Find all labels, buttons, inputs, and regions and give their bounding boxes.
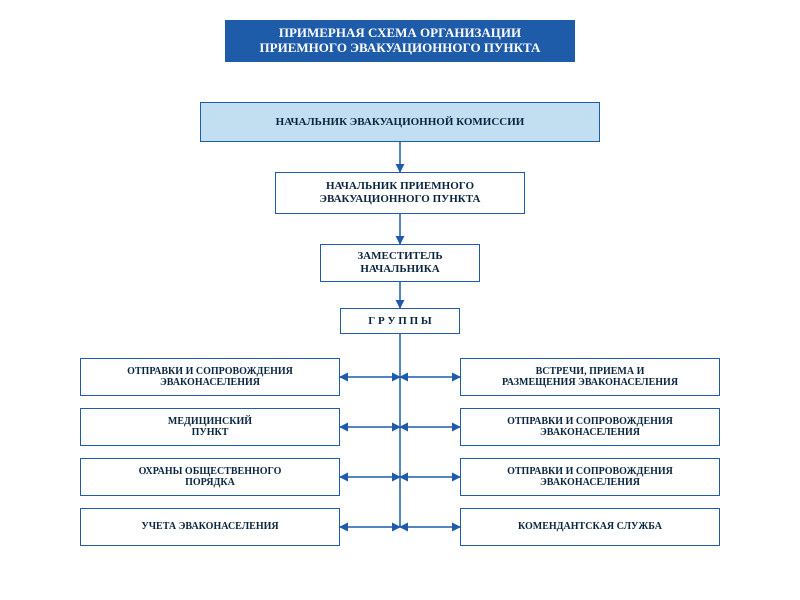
left-group-2: ОХРАНЫ ОБЩЕСТВЕННОГО ПОРЯДКА xyxy=(80,458,340,496)
right-group-3: КОМЕНДАНТСКАЯ СЛУЖБА xyxy=(460,508,720,546)
right-group-0: ВСТРЕЧИ, ПРИЕМА И РАЗМЕЩЕНИЯ ЭВАКОНАСЕЛЕ… xyxy=(460,358,720,396)
right-group-2: ОТПРАВКИ И СОПРОВОЖДЕНИЯ ЭВАКОНАСЕЛЕНИЯ xyxy=(460,458,720,496)
title-box: ПРИМЕРНАЯ СХЕМА ОРГАНИЗАЦИИ ПРИЕМНОГО ЭВ… xyxy=(225,20,575,62)
deputy-box: ЗАМЕСТИТЕЛЬ НАЧАЛЬНИКА xyxy=(320,244,480,282)
left-group-1: МЕДИЦИНСКИЙ ПУНКТ xyxy=(80,408,340,446)
right-group-1: ОТПРАВКИ И СОПРОВОЖДЕНИЯ ЭВАКОНАСЕЛЕНИЯ xyxy=(460,408,720,446)
left-group-0: ОТПРАВКИ И СОПРОВОЖДЕНИЯ ЭВАКОНАСЕЛЕНИЯ xyxy=(80,358,340,396)
groups-box: Г Р У П П Ы xyxy=(340,308,460,334)
chief-box: НАЧАЛЬНИК ПРИЕМНОГО ЭВАКУАЦИОННОГО ПУНКТ… xyxy=(275,172,525,214)
commission-box: НАЧАЛЬНИК ЭВАКУАЦИОННОЙ КОМИССИИ xyxy=(200,102,600,142)
left-group-3: УЧЕТА ЭВАКОНАСЕЛЕНИЯ xyxy=(80,508,340,546)
